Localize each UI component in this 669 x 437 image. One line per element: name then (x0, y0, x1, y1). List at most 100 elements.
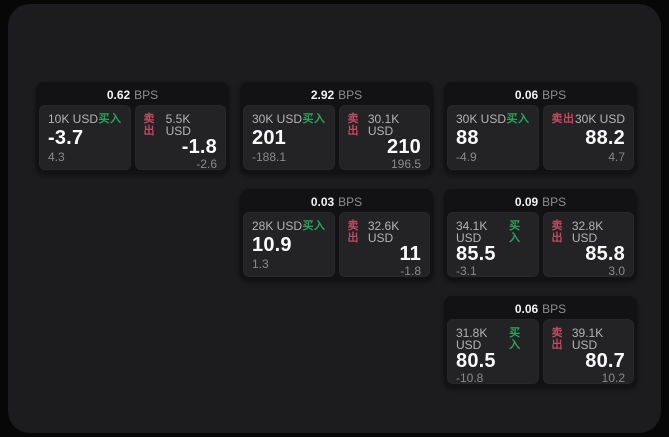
buy-tile-top: 10K USD 买入 (48, 113, 122, 125)
sell-price: 210 (387, 136, 421, 158)
sell-tile-top: 卖出 39.1K USD (552, 327, 626, 351)
sell-side-label[interactable]: 卖出 (551, 220, 563, 244)
card-header: 0.06 BPS (447, 299, 634, 319)
sell-amount: 32.8K USD (571, 219, 604, 245)
sell-amount: 39.1K USD (571, 326, 604, 352)
quote-card-5: 0.09 BPS 34.1K USD 买入 85.5 -3.1 卖出 (444, 189, 637, 280)
quote-sides: 30K USD 买入 201 -188.1 卖出 30.1K USD 210 1… (243, 105, 430, 171)
sell-quote-tile[interactable]: 卖出 39.1K USD 80.7 10.2 (542, 319, 634, 385)
bps-unit-label: BPS (542, 195, 567, 209)
buy-side-label[interactable]: 买入 (509, 220, 521, 244)
bps-unit-label: BPS (338, 195, 363, 209)
buy-side-label[interactable]: 买入 (302, 220, 326, 232)
sell-amount: 30.1K USD (367, 112, 400, 138)
buy-tile-top: 30K USD 买入 (252, 113, 326, 125)
quote-card-grid: 0.62 BPS 10K USD 买入 -3.7 4.3 卖出 (36, 82, 637, 387)
quote-sides: 28K USD 买入 10.9 1.3 卖出 32.6K USD 11 -1.8 (243, 212, 430, 278)
quote-card-6: 0.06 BPS 31.8K USD 买入 80.5 -10.8 卖 (444, 296, 637, 387)
buy-price: 10.9 (252, 233, 292, 256)
buy-side-label[interactable]: 买入 (302, 113, 326, 125)
sell-price: 80.7 (585, 350, 625, 372)
sell-tile-top: 卖出 30.1K USD (348, 113, 422, 137)
buy-quote-tile[interactable]: 34.1K USD 买入 85.5 -3.1 (447, 212, 539, 278)
buy-amount: 34.1K USD (456, 219, 488, 245)
buy-quote-tile[interactable]: 31.8K USD 买入 80.5 -10.8 (447, 319, 539, 385)
buy-price: 201 (252, 126, 286, 149)
buy-amount: 30K USD (252, 112, 303, 126)
sell-price: 85.8 (585, 243, 625, 265)
quote-sides: 34.1K USD 买入 85.5 -3.1 卖出 32.8K USD 85.8… (447, 212, 634, 278)
sell-quote-tile[interactable]: 卖出 5.5K USD -1.8 -2.6 (134, 105, 226, 171)
quote-card-2: 2.92 BPS 30K USD 买入 201 -188.1 卖出 (240, 82, 433, 173)
sell-tile-top: 卖出 5.5K USD (144, 113, 218, 137)
sell-side-label[interactable]: 卖出 (347, 113, 359, 137)
card-header: 2.92 BPS (243, 85, 430, 105)
bps-value: 0.62 (106, 88, 131, 102)
bps-value: 0.09 (514, 195, 539, 209)
buy-price: -3.7 (48, 126, 84, 149)
buy-tile-top: 31.8K USD 买入 (456, 327, 530, 351)
bps-value: 0.03 (310, 195, 335, 209)
sell-amount: 5.5K USD (165, 112, 191, 138)
bps-value: 0.06 (514, 302, 539, 316)
buy-delta: 4.3 (48, 150, 65, 164)
sell-side-label[interactable]: 卖出 (551, 327, 563, 351)
sell-price: 11 (399, 243, 421, 265)
sell-side-label[interactable]: 卖出 (143, 113, 155, 137)
quote-sides: 30K USD 买入 88 -4.9 卖出 30K USD 88.2 4.7 (447, 105, 634, 170)
buy-quote-tile[interactable]: 30K USD 买入 88 -4.9 (447, 105, 539, 170)
bps-unit-label: BPS (338, 88, 363, 102)
buy-side-label[interactable]: 买入 (98, 113, 122, 125)
sell-delta: 196.5 (390, 157, 421, 171)
quote-card-1: 0.62 BPS 10K USD 买入 -3.7 4.3 卖出 (36, 82, 229, 173)
buy-delta: -3.1 (456, 264, 477, 278)
sell-amount: 32.6K USD (367, 219, 400, 245)
sell-price: 88.2 (585, 126, 625, 149)
buy-delta: -188.1 (252, 150, 287, 164)
buy-tile-top: 34.1K USD 买入 (456, 220, 530, 244)
buy-tile-top: 30K USD 买入 (456, 113, 530, 125)
sell-side-label[interactable]: 卖出 (347, 220, 359, 244)
buy-amount: 30K USD (456, 112, 507, 126)
card-header: 0.62 BPS (39, 85, 226, 105)
buy-amount: 10K USD (48, 112, 99, 126)
buy-delta: -4.9 (456, 150, 477, 164)
quote-sides: 31.8K USD 买入 80.5 -10.8 卖出 39.1K USD 80.… (447, 319, 634, 385)
bps-unit-label: BPS (542, 302, 567, 316)
card-header: 0.03 BPS (243, 192, 430, 212)
buy-tile-top: 28K USD 买入 (252, 220, 326, 232)
bps-value: 0.06 (514, 88, 539, 102)
card-header: 0.09 BPS (447, 192, 634, 212)
buy-side-label[interactable]: 买入 (506, 113, 530, 125)
sell-tile-top: 卖出 32.6K USD (348, 220, 422, 244)
buy-quote-tile[interactable]: 28K USD 买入 10.9 1.3 (243, 212, 335, 277)
buy-amount: 31.8K USD (456, 326, 488, 352)
buy-delta: 1.3 (252, 257, 269, 271)
bps-unit-label: BPS (542, 88, 567, 102)
main-panel: 0.62 BPS 10K USD 买入 -3.7 4.3 卖出 (8, 4, 661, 433)
sell-quote-tile[interactable]: 卖出 32.6K USD 11 -1.8 (338, 212, 430, 278)
sell-amount: 30K USD (574, 112, 625, 126)
quote-card-4: 0.06 BPS 30K USD 买入 88 -4.9 卖出 (444, 82, 637, 173)
quote-sides: 10K USD 买入 -3.7 4.3 卖出 5.5K USD -1.8 -2.… (39, 105, 226, 171)
sell-delta: 3.0 (608, 264, 625, 278)
sell-delta: -2.6 (196, 157, 217, 171)
sell-price: -1.8 (181, 136, 217, 158)
sell-side-label[interactable]: 卖出 (551, 113, 575, 125)
sell-delta: 10.2 (601, 371, 625, 385)
sell-delta: 4.7 (608, 150, 625, 164)
buy-price: 88 (456, 126, 479, 149)
buy-side-label[interactable]: 买入 (509, 327, 521, 351)
buy-price: 85.5 (456, 243, 496, 265)
buy-delta: -10.8 (456, 371, 484, 385)
sell-tile-top: 卖出 32.8K USD (552, 220, 626, 244)
buy-quote-tile[interactable]: 30K USD 买入 201 -188.1 (243, 105, 335, 170)
buy-amount: 28K USD (252, 219, 303, 233)
sell-quote-tile[interactable]: 卖出 30K USD 88.2 4.7 (542, 105, 634, 170)
sell-quote-tile[interactable]: 卖出 32.8K USD 85.8 3.0 (542, 212, 634, 278)
sell-tile-top: 卖出 30K USD (552, 113, 626, 125)
sell-quote-tile[interactable]: 卖出 30.1K USD 210 196.5 (338, 105, 430, 171)
bps-unit-label: BPS (134, 88, 159, 102)
buy-quote-tile[interactable]: 10K USD 买入 -3.7 4.3 (39, 105, 131, 170)
